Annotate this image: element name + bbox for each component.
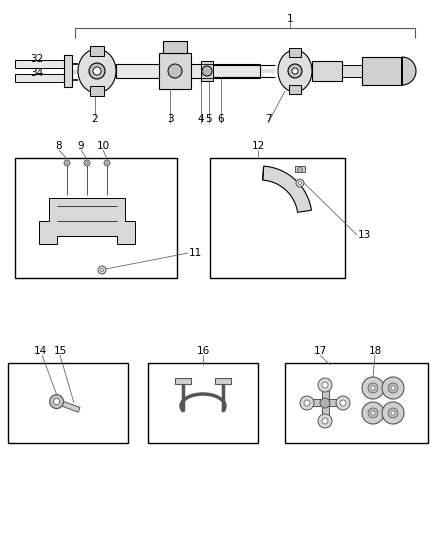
Polygon shape xyxy=(39,198,135,244)
Circle shape xyxy=(318,414,332,428)
Text: 1: 1 xyxy=(287,14,293,24)
Circle shape xyxy=(300,396,314,410)
Bar xyxy=(64,55,72,87)
Circle shape xyxy=(382,402,404,424)
Text: 17: 17 xyxy=(313,346,327,356)
Circle shape xyxy=(391,411,395,415)
Circle shape xyxy=(340,400,346,406)
Circle shape xyxy=(388,408,398,418)
Bar xyxy=(90,86,104,96)
Circle shape xyxy=(368,408,378,418)
Text: 6: 6 xyxy=(218,114,224,124)
Bar xyxy=(15,60,68,68)
Circle shape xyxy=(104,160,110,166)
Circle shape xyxy=(100,269,103,271)
Circle shape xyxy=(388,383,398,393)
Circle shape xyxy=(371,411,375,415)
Bar xyxy=(312,61,342,81)
Text: 11: 11 xyxy=(189,248,202,258)
Circle shape xyxy=(288,64,302,78)
Text: 4: 4 xyxy=(198,114,204,124)
Circle shape xyxy=(391,386,395,390)
Circle shape xyxy=(202,66,212,76)
Circle shape xyxy=(292,68,298,74)
Text: 8: 8 xyxy=(56,141,62,151)
Circle shape xyxy=(93,67,101,75)
Bar xyxy=(8,363,128,443)
Circle shape xyxy=(168,64,182,78)
Circle shape xyxy=(304,400,310,406)
Bar xyxy=(215,378,231,384)
Circle shape xyxy=(66,162,68,164)
Bar xyxy=(163,41,187,53)
Circle shape xyxy=(371,386,375,390)
Bar xyxy=(210,158,345,278)
Text: 32: 32 xyxy=(30,54,43,64)
Bar xyxy=(342,65,362,77)
Circle shape xyxy=(336,396,350,410)
Text: 18: 18 xyxy=(368,346,381,356)
Bar xyxy=(307,399,343,406)
Bar xyxy=(159,53,191,89)
Circle shape xyxy=(320,398,330,408)
Circle shape xyxy=(86,162,88,164)
Circle shape xyxy=(98,266,106,274)
Text: 16: 16 xyxy=(196,346,210,356)
Bar xyxy=(322,385,329,421)
Polygon shape xyxy=(402,57,416,85)
Text: 10: 10 xyxy=(96,141,110,151)
Circle shape xyxy=(382,377,404,399)
Circle shape xyxy=(64,160,70,166)
Text: 5: 5 xyxy=(206,114,212,124)
Circle shape xyxy=(322,382,328,388)
Ellipse shape xyxy=(278,50,312,92)
Text: 34: 34 xyxy=(30,68,43,78)
Circle shape xyxy=(322,418,328,424)
Text: 9: 9 xyxy=(78,141,84,151)
Bar xyxy=(116,64,260,78)
Text: 2: 2 xyxy=(92,114,98,124)
Bar xyxy=(362,57,402,85)
Bar xyxy=(175,378,191,384)
Bar xyxy=(289,48,301,57)
Circle shape xyxy=(84,160,90,166)
Circle shape xyxy=(318,378,332,392)
Bar xyxy=(295,166,305,172)
Polygon shape xyxy=(52,398,80,412)
Bar xyxy=(201,61,213,81)
Circle shape xyxy=(49,394,64,409)
Circle shape xyxy=(362,377,384,399)
Bar xyxy=(15,158,177,278)
Text: 12: 12 xyxy=(251,141,265,151)
Text: 7: 7 xyxy=(265,114,271,124)
Circle shape xyxy=(299,182,301,184)
Circle shape xyxy=(362,402,384,424)
Bar xyxy=(289,85,301,94)
Text: 13: 13 xyxy=(358,230,371,240)
Circle shape xyxy=(297,167,303,173)
Text: 3: 3 xyxy=(167,114,173,124)
Circle shape xyxy=(106,162,108,164)
Ellipse shape xyxy=(78,49,116,93)
Bar xyxy=(285,363,428,443)
Text: 14: 14 xyxy=(33,346,46,356)
Polygon shape xyxy=(263,166,311,212)
Bar xyxy=(15,74,68,82)
Circle shape xyxy=(53,399,60,405)
Bar xyxy=(148,363,258,443)
Circle shape xyxy=(89,63,105,79)
Text: 15: 15 xyxy=(53,346,67,356)
Circle shape xyxy=(368,383,378,393)
Bar xyxy=(90,46,104,56)
Circle shape xyxy=(296,179,304,187)
